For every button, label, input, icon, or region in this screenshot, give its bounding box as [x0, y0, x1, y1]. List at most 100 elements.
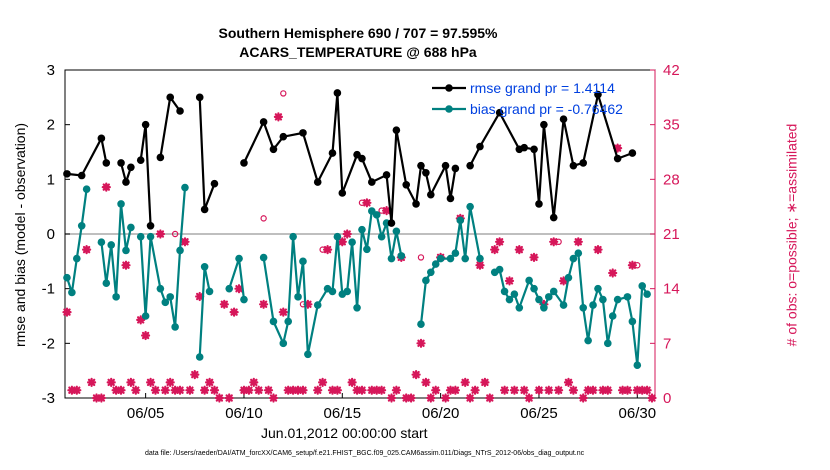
- bias-point: [422, 276, 430, 285]
- obs-assimilated-point: [62, 307, 72, 317]
- x-tick-label: 06/20: [422, 405, 460, 422]
- y-right-tick-label: 42: [663, 62, 680, 79]
- obs-assimilated-point: [86, 377, 97, 387]
- obs-assimilated-point: [460, 377, 470, 387]
- rmse-point: [210, 179, 219, 188]
- data-file-footer: data file: /Users/raeder/DAI/ATM_forcXX/…: [145, 450, 585, 457]
- obs-assimilated-point: [544, 385, 554, 395]
- legend-rmse-label: rmse grand pr = 1.4114: [470, 80, 615, 96]
- obs-assimilated-point: [96, 393, 107, 403]
- rmse-point: [136, 156, 145, 164]
- x-tick-label: 06/05: [127, 405, 165, 422]
- bias-point: [451, 249, 460, 257]
- rmse-point: [382, 171, 391, 179]
- obs-assimilated-point: [141, 330, 151, 341]
- rmse-point: [451, 164, 460, 173]
- rmse-point: [446, 194, 455, 203]
- bias-point: [436, 254, 445, 263]
- bias-point: [166, 293, 175, 301]
- bias-point: [82, 185, 91, 193]
- bias-point: [431, 260, 440, 268]
- bias-point: [589, 301, 597, 309]
- rmse-point: [392, 126, 401, 134]
- bias-point: [599, 295, 607, 304]
- obs-assimilated-point: [608, 268, 618, 278]
- x-tick-label: 06/25: [520, 405, 558, 422]
- obs-assimilated-point: [382, 206, 392, 216]
- obs-assimilated-point: [254, 385, 264, 395]
- obs-assimilated-point: [416, 338, 426, 348]
- obs-assimilated-point: [101, 182, 111, 192]
- obs-assimilated-point: [185, 385, 195, 395]
- bias-point: [540, 304, 548, 312]
- obs-assimilated-point: [224, 393, 234, 403]
- bias-point: [363, 245, 371, 254]
- obs-assimilated-point: [160, 385, 170, 395]
- bias-point: [417, 320, 425, 329]
- bias-point: [68, 288, 76, 297]
- rmse-point: [141, 120, 150, 129]
- obs-assimilated-point: [470, 385, 480, 395]
- bias-point: [205, 287, 214, 296]
- bias-point: [122, 246, 130, 255]
- y-tick-label: 1: [47, 171, 55, 188]
- rmse-point: [387, 219, 396, 227]
- bias-point: [564, 273, 573, 282]
- bias-point: [456, 216, 465, 225]
- chart-title-line1: Southern Hemisphere 690 / 707 = 97.595%: [218, 25, 498, 41]
- obs-assimilated-point: [593, 245, 603, 255]
- rmse-point: [338, 189, 347, 197]
- bias-point: [392, 227, 401, 236]
- rmse-point: [417, 161, 425, 170]
- bias-point: [102, 279, 111, 288]
- obs-assimilated-point: [391, 385, 401, 395]
- bias-point: [638, 282, 647, 290]
- obs-assimilated-point: [642, 385, 652, 395]
- bias-point: [146, 232, 155, 241]
- bias-point: [343, 287, 352, 296]
- bias-point: [377, 232, 386, 241]
- bias-point: [176, 246, 184, 255]
- obs-assimilated-point: [568, 385, 579, 395]
- rmse-point: [299, 129, 307, 137]
- obs-assimilated-point: [573, 237, 583, 247]
- bias-point: [127, 223, 135, 232]
- bias-point: [628, 317, 637, 326]
- bias-point: [328, 287, 337, 296]
- obs-assimilated-point: [244, 385, 254, 395]
- obs-assimilated-point: [357, 385, 367, 395]
- bias-point: [535, 295, 543, 304]
- obs-assimilated-point: [116, 385, 126, 395]
- rmse-point: [540, 120, 548, 129]
- rmse-line: [66, 135, 108, 177]
- obs-assimilated-point: [421, 377, 431, 387]
- bias-point: [358, 225, 366, 234]
- y-tick-label: -1: [42, 281, 55, 298]
- bias-point: [156, 284, 165, 293]
- rmse-point: [333, 89, 342, 97]
- bias-point: [446, 254, 455, 263]
- obs-assimilated-point: [450, 385, 460, 395]
- rmse-point: [422, 168, 430, 177]
- rmse-line: [159, 94, 181, 158]
- bias-point: [77, 222, 86, 230]
- obs-assimilated-point: [200, 385, 210, 395]
- obs-assimilated-point: [318, 377, 328, 387]
- obs-assimilated-point: [165, 377, 175, 387]
- rmse-line: [243, 92, 457, 224]
- bias-point: [613, 295, 622, 304]
- y-right-tick-label: 7: [663, 335, 671, 352]
- obs-assimilated-point: [588, 385, 598, 395]
- obs-assimilated-point: [332, 385, 342, 395]
- rmse-line: [139, 124, 152, 226]
- rmse-point: [200, 205, 209, 214]
- legend-rmse-marker: [445, 84, 453, 92]
- rmse-point: [613, 154, 622, 163]
- obs-assimilated-point: [155, 229, 165, 239]
- rmse-point: [97, 134, 106, 143]
- bias-line: [262, 208, 403, 355]
- bias-point: [569, 254, 578, 263]
- rmse-point: [176, 107, 184, 115]
- obs-assimilated-point: [495, 237, 505, 247]
- bias-point: [574, 249, 583, 257]
